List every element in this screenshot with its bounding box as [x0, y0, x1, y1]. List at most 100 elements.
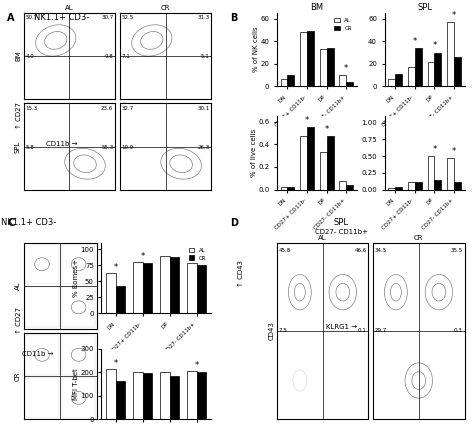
- Bar: [187, 371, 197, 419]
- Text: *: *: [141, 252, 145, 261]
- Bar: [287, 75, 294, 86]
- Text: 34.5: 34.5: [375, 248, 387, 253]
- Bar: [197, 372, 206, 419]
- Bar: [327, 137, 334, 190]
- Text: *: *: [413, 37, 417, 46]
- Y-axis label: AL: AL: [15, 282, 21, 290]
- Text: 30.1: 30.1: [197, 106, 210, 111]
- Text: *: *: [344, 64, 348, 73]
- Text: CD27- CD11b+: CD27- CD11b+: [315, 229, 368, 235]
- Text: D: D: [230, 218, 238, 228]
- Bar: [116, 286, 125, 313]
- Bar: [339, 181, 346, 190]
- Bar: [408, 181, 415, 190]
- Text: *: *: [452, 11, 456, 20]
- Y-axis label: % Eomes+: % Eomes+: [73, 259, 79, 297]
- Text: 26.3: 26.3: [197, 145, 210, 150]
- Text: 29.7: 29.7: [375, 327, 387, 333]
- Text: 15.3: 15.3: [26, 106, 38, 111]
- Text: 5.8: 5.8: [26, 145, 34, 150]
- Text: ↑ CD27: ↑ CD27: [16, 307, 22, 335]
- Text: NK1.1+ CD3-: NK1.1+ CD3-: [34, 13, 89, 22]
- Bar: [388, 187, 395, 190]
- Y-axis label: CR: CR: [15, 372, 21, 381]
- Text: A: A: [7, 13, 15, 23]
- Bar: [327, 48, 334, 86]
- Bar: [428, 156, 434, 190]
- Text: 23.6: 23.6: [101, 106, 113, 111]
- Y-axis label: CD43: CD43: [268, 321, 274, 341]
- Bar: [170, 376, 179, 419]
- Text: B: B: [230, 13, 237, 23]
- Text: ↑ CD43: ↑ CD43: [238, 260, 244, 288]
- Y-axis label: BM: BM: [15, 51, 21, 61]
- Bar: [320, 49, 327, 86]
- Bar: [346, 185, 353, 190]
- Text: *: *: [114, 263, 118, 272]
- Text: NK1.1+ CD3-: NK1.1+ CD3-: [1, 218, 56, 227]
- Text: 30.7: 30.7: [101, 15, 113, 21]
- Text: 32.7: 32.7: [122, 106, 134, 111]
- Title: CR: CR: [414, 235, 423, 241]
- Bar: [428, 62, 434, 86]
- Text: *: *: [325, 125, 329, 134]
- Text: 10.9: 10.9: [122, 145, 134, 150]
- Bar: [107, 273, 116, 313]
- Title: AL: AL: [65, 5, 74, 11]
- Bar: [434, 53, 441, 86]
- Text: 7.1: 7.1: [122, 54, 130, 59]
- Text: 9.8: 9.8: [105, 54, 113, 59]
- Text: 0.3: 0.3: [454, 327, 463, 333]
- Bar: [320, 152, 327, 190]
- Bar: [160, 372, 170, 419]
- Text: 5.1: 5.1: [201, 54, 210, 59]
- Bar: [300, 137, 307, 190]
- Text: CD11b →: CD11b →: [22, 351, 54, 357]
- Bar: [415, 48, 422, 86]
- Text: *: *: [452, 147, 456, 156]
- Y-axis label: MFI T-bet: MFI T-bet: [73, 368, 79, 400]
- Title: CR: CR: [161, 5, 170, 11]
- Text: 7.5: 7.5: [279, 327, 288, 333]
- Bar: [300, 32, 307, 86]
- Bar: [134, 372, 143, 419]
- Text: SPL: SPL: [334, 218, 349, 227]
- Bar: [408, 67, 415, 86]
- Bar: [434, 180, 441, 190]
- Text: 31.3: 31.3: [197, 15, 210, 21]
- Text: 35.5: 35.5: [450, 248, 463, 253]
- Text: 50.7: 50.7: [26, 15, 38, 21]
- Y-axis label: SPL: SPL: [15, 140, 21, 153]
- Y-axis label: % of NK cells: % of NK cells: [253, 27, 259, 72]
- Text: 52.5: 52.5: [122, 15, 134, 21]
- Text: CD11b →: CD11b →: [46, 141, 77, 147]
- Text: 0.1: 0.1: [358, 327, 366, 333]
- Bar: [197, 265, 206, 313]
- Text: ↑ CD27: ↑ CD27: [16, 102, 22, 129]
- Bar: [307, 31, 314, 86]
- Bar: [107, 369, 116, 419]
- Legend: AL, CR: AL, CR: [187, 245, 209, 263]
- Text: 55.3: 55.3: [101, 145, 113, 150]
- Text: C: C: [7, 218, 14, 228]
- Bar: [415, 181, 422, 190]
- Text: *: *: [305, 116, 309, 125]
- Bar: [454, 181, 461, 190]
- Title: SPL: SPL: [417, 3, 432, 12]
- Bar: [346, 82, 353, 86]
- Bar: [447, 158, 454, 190]
- Text: 45.8: 45.8: [279, 248, 291, 253]
- Bar: [281, 187, 287, 190]
- Bar: [160, 256, 170, 313]
- Legend: AL, CR: AL, CR: [332, 15, 354, 33]
- Title: BM: BM: [310, 3, 323, 12]
- Bar: [395, 74, 402, 86]
- Bar: [447, 22, 454, 86]
- Text: *: *: [432, 41, 437, 51]
- Text: *: *: [432, 145, 437, 154]
- Text: *: *: [114, 359, 118, 368]
- Bar: [307, 127, 314, 190]
- Bar: [143, 263, 152, 313]
- Bar: [395, 187, 402, 190]
- Bar: [287, 187, 294, 190]
